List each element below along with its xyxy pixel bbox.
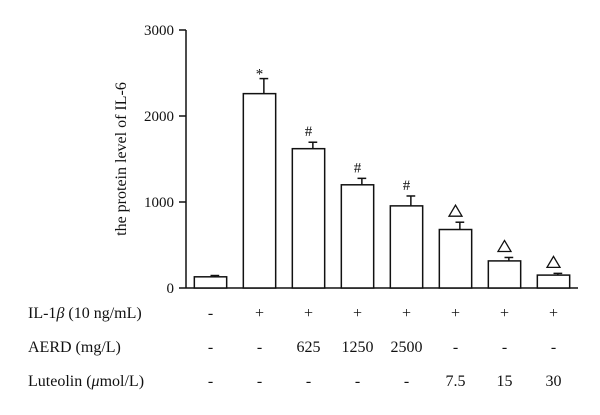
treatment-cell: - [551,339,556,356]
bar [389,205,424,289]
treatment-cell: - [404,373,409,390]
y-tick-label: 1000 [144,195,174,211]
y-axis-ticks: 0 1000 2000 3000 [144,23,186,297]
treatment-cell: - [208,373,213,390]
bar [242,92,277,289]
row-label-unit: mol/L) [100,373,144,390]
row-label-greek: β [55,305,64,322]
treatment-cell: + [304,305,313,322]
treatment-row-label: IL-1β (10 ng/mL) [28,305,142,322]
treatment-cell: - [306,373,311,390]
treatment-cell: - [257,339,262,356]
treatment-cell: - [502,339,507,356]
row-label-text: AERD (mg/L) [28,339,121,356]
significance-mark: # [354,160,362,176]
significance-triangle [447,203,464,217]
bar [340,184,375,289]
row-label-unit: (10 ng/mL) [64,305,141,322]
treatment-cell: 625 [297,339,321,356]
significance-mark: * [256,67,264,83]
significance-triangle [496,239,513,253]
y-tick-label: 2000 [144,109,174,125]
y-axis-label: the protein level of IL-6 [113,82,130,236]
treatment-cell: 7.5 [446,373,466,390]
treatment-row-label: Luteolin (μmol/L) [28,373,144,390]
treatment-cell: 2500 [391,339,423,356]
treatment-cell: - [355,373,360,390]
treatment-cell: + [549,305,558,322]
treatment-row-label: AERD (mg/L) [28,339,121,356]
treatment-cell: + [255,305,264,322]
bar [438,228,473,289]
treatment-cell: + [500,305,509,322]
bar [193,276,228,289]
bar [487,260,522,289]
significance-mark: # [305,124,313,140]
treatment-cell: 1250 [342,339,374,356]
treatment-cell: + [353,305,362,322]
significance-mark: # [403,178,411,194]
row-label-greek: μ [91,373,100,390]
treatment-cell: + [451,305,460,322]
treatment-cell: - [453,339,458,356]
bar-series: * # # # [193,67,571,289]
treatment-cell: - [208,305,213,322]
treatment-cell: 15 [497,373,513,390]
row-label-text: Luteolin ( [28,373,92,390]
bar [291,147,326,289]
treatment-cell: + [402,305,411,322]
significance-triangle [545,255,562,269]
treatment-table: IL-1β (10 ng/mL) - + + + + + + + AERD (mg/L) - - 625… [28,305,562,390]
treatment-cell: - [208,339,213,356]
y-tick-label: 0 [167,281,175,297]
row-label-text: IL-1 [28,305,56,322]
treatment-cell: 30 [546,373,562,390]
y-tick-label: 3000 [144,23,174,39]
treatment-cell: - [257,373,262,390]
bar [536,274,571,289]
